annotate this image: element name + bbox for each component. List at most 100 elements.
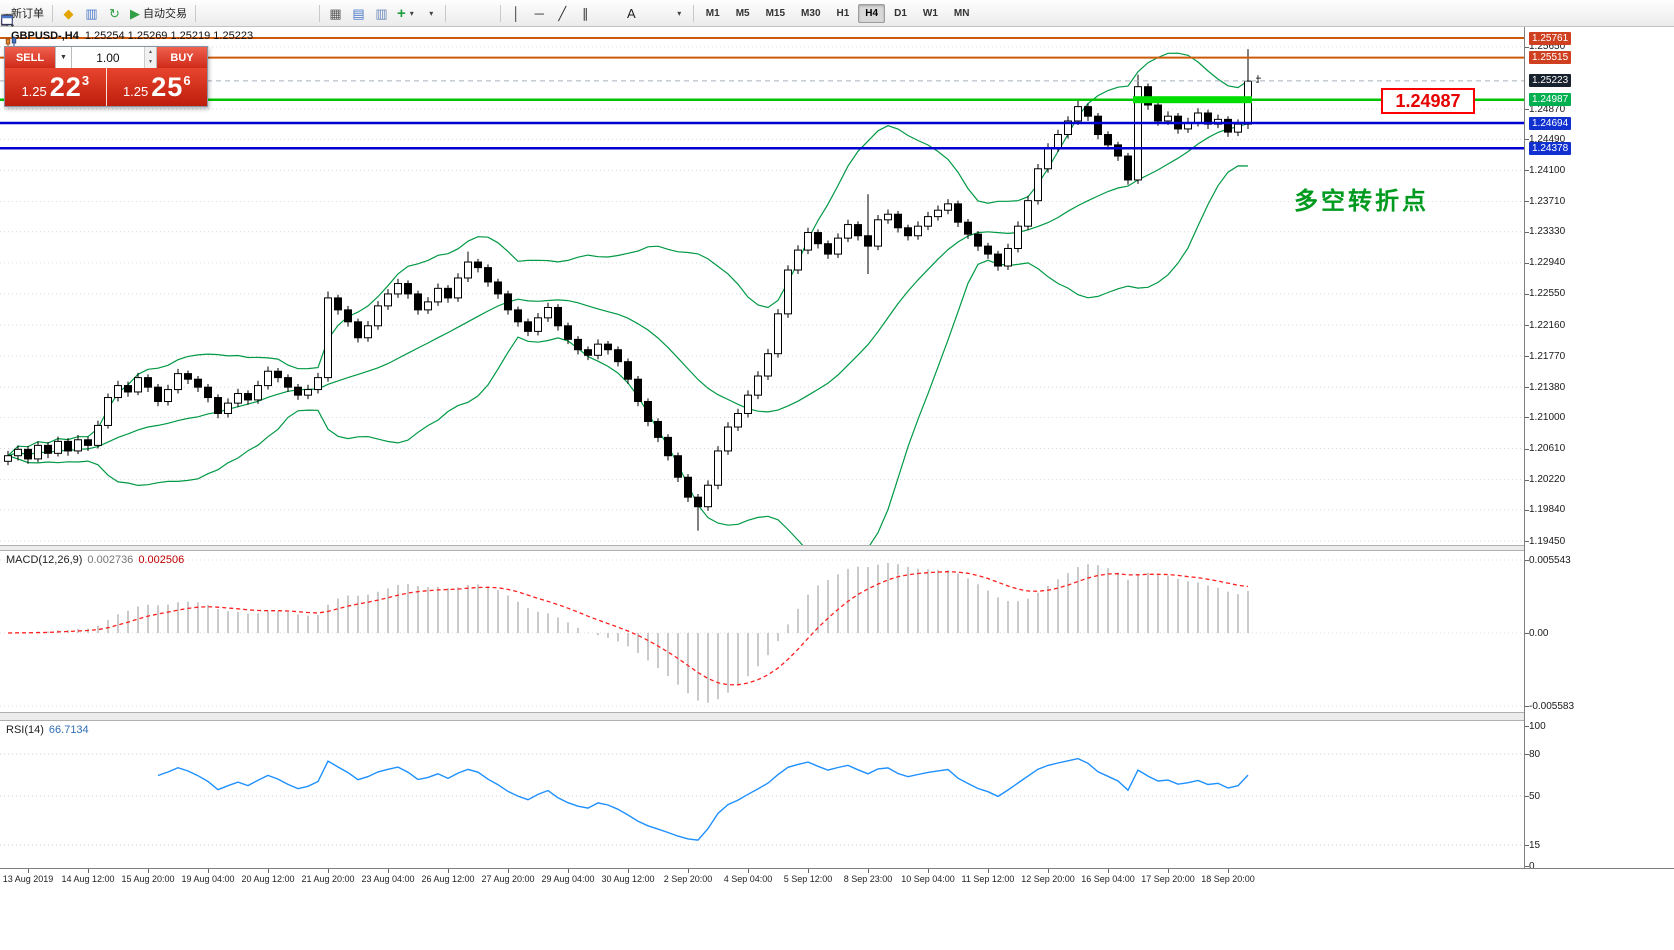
timeframe-button-w1[interactable]: W1 — [916, 4, 945, 23]
time-axis-label: 10 Sep 04:00 — [901, 874, 955, 884]
candle-body — [164, 389, 172, 403]
candle-body — [124, 385, 132, 393]
turning-point-annotation[interactable]: 多空转折点 — [1294, 188, 1429, 215]
search-icon[interactable] — [1, 2, 1641, 27]
candle-body — [744, 394, 752, 414]
timeframe-button-m30[interactable]: M30 — [794, 4, 827, 23]
candle-body — [1234, 123, 1242, 133]
tile-windows-icon: ▤ — [352, 5, 365, 21]
time-axis[interactable]: 13 Aug 2019 14 Aug 12:00 15 Aug 20:00 19 Au… — [0, 868, 1674, 893]
label-icon[interactable] — [1, 2, 666, 26]
candle-body — [1154, 104, 1162, 122]
charts-icon[interactable]: ◆ — [57, 2, 80, 24]
price-axis[interactable]: 1.25650 1.24870 1.24490 1.24100 1.23710 1.233… — [1524, 27, 1674, 872]
bar-chart-mode-icon[interactable] — [2, 2, 223, 26]
timeframe-button-m15[interactable]: M15 — [759, 4, 792, 23]
highlight-segment[interactable] — [1133, 96, 1252, 104]
tile-windows-icon[interactable]: ▤ — [347, 2, 370, 24]
main-chart[interactable] — [0, 27, 1524, 545]
time-axis-label: 29 Aug 04:00 — [541, 874, 595, 884]
time-axis-label: 12 Sep 20:00 — [1021, 874, 1075, 884]
cursor-icon[interactable] — [4, 2, 473, 26]
candle-body — [764, 353, 772, 377]
text-icon[interactable]: A — [620, 2, 643, 24]
volume-input[interactable] — [72, 47, 144, 68]
axis-tick-mark — [1525, 201, 1529, 203]
fibonacci-icon[interactable] — [1, 2, 620, 26]
new-window-icon[interactable] — [1, 2, 1666, 25]
zoom-in-icon[interactable] — [1, 2, 292, 27]
toolbar-separator — [499, 4, 501, 22]
indicators-icon[interactable]: + ▾ — [393, 2, 418, 24]
buy-button[interactable]: BUY — [157, 47, 207, 68]
ask-price-display[interactable]: 1.25 25 6 — [107, 68, 208, 106]
zoom-out-icon[interactable] — [1, 2, 315, 27]
candle-body — [464, 261, 472, 279]
cascade-windows-icon[interactable]: ▥ — [370, 2, 393, 24]
candle-body — [474, 261, 482, 269]
market-watch-icon[interactable]: ▥ — [80, 2, 103, 24]
bid-prefix: 1.25 — [21, 84, 47, 99]
candle-body — [4, 455, 12, 462]
macd-panel[interactable] — [0, 551, 1524, 712]
price-callout-label[interactable]: 1.24987 — [1381, 87, 1475, 114]
price-axis-label: 1.24490 — [1529, 134, 1566, 145]
horizontal-line-icon[interactable]: ─ — [528, 2, 551, 24]
toolbar-separator — [195, 4, 196, 22]
crosshair-icon[interactable] — [1, 2, 496, 26]
candlestick-mode-icon[interactable] — [3, 2, 246, 27]
candle-body — [794, 249, 802, 271]
axis-tick-mark — [1525, 170, 1529, 172]
time-axis-tick — [208, 869, 209, 873]
time-axis-label: 26 Aug 12:00 — [421, 874, 475, 884]
sell-button[interactable]: SELL — [5, 47, 55, 68]
time-axis-tick — [1168, 869, 1169, 873]
candle-body — [484, 267, 492, 283]
timeframe-button-m5[interactable]: M5 — [729, 4, 757, 23]
time-axis-label: 19 Aug 04:00 — [181, 874, 235, 884]
candle-body — [504, 293, 512, 311]
time-axis-label: 14 Aug 12:00 — [61, 874, 115, 884]
bid-point: 3 — [81, 73, 90, 88]
candle-body — [424, 301, 432, 311]
price-axis-level-label: 1.25223 — [1529, 74, 1572, 87]
time-axis-tick — [928, 869, 929, 873]
rsi-panel[interactable] — [0, 721, 1524, 868]
price-axis-label: -0.005583 — [1529, 701, 1575, 712]
candle-body — [644, 401, 652, 422]
candle-body — [344, 309, 352, 323]
candle-body — [544, 306, 552, 319]
periods-icon[interactable]: ▾ — [1, 2, 441, 26]
timeframe-button-mn[interactable]: MN — [947, 4, 977, 23]
channel-icon[interactable]: ∥ — [574, 2, 597, 24]
candle-body — [714, 450, 722, 486]
line-chart-mode-icon[interactable] — [0, 2, 269, 24]
trendline-icon[interactable]: ╱ — [551, 2, 574, 24]
macd-label: MACD(12,26,9) 0.002736 0.002506 — [6, 554, 184, 566]
refresh-icon[interactable]: ↻ — [103, 2, 126, 24]
candle-body — [954, 203, 962, 223]
volume-down-button[interactable]: ▼ — [144, 57, 156, 68]
candle-body — [184, 373, 192, 380]
time-axis-tick — [88, 869, 89, 873]
axis-tick-mark — [1525, 356, 1529, 358]
timeframe-button-h4[interactable]: H4 — [858, 3, 886, 23]
timeframe-button-d1[interactable]: D1 — [887, 4, 914, 23]
timeframe-button-m1[interactable]: M1 — [699, 4, 727, 23]
shapes-icon[interactable]: ▾ — [1, 2, 689, 26]
vertical-line-icon[interactable]: │ — [505, 2, 528, 24]
panel-splitter[interactable] — [0, 712, 1524, 721]
candle-body — [194, 378, 202, 388]
candle-body — [864, 235, 872, 247]
timeframe-button-h1[interactable]: H1 — [830, 4, 857, 23]
order-options-dropdown[interactable]: ▼ — [55, 47, 72, 68]
candle-body — [394, 283, 402, 295]
candle-body — [1144, 86, 1152, 106]
volume-up-button[interactable]: ▲ — [144, 47, 156, 58]
autotrading-button[interactable]: ▶ 自动交易 — [126, 2, 191, 24]
price-axis-label: 1.20220 — [1529, 474, 1566, 485]
bid-price-display[interactable]: 1.25 22 3 — [5, 68, 107, 106]
vertical-line-icon: │ — [512, 5, 521, 21]
grid-icon[interactable]: ▦ — [324, 2, 347, 24]
panel-splitter[interactable] — [0, 545, 1524, 551]
